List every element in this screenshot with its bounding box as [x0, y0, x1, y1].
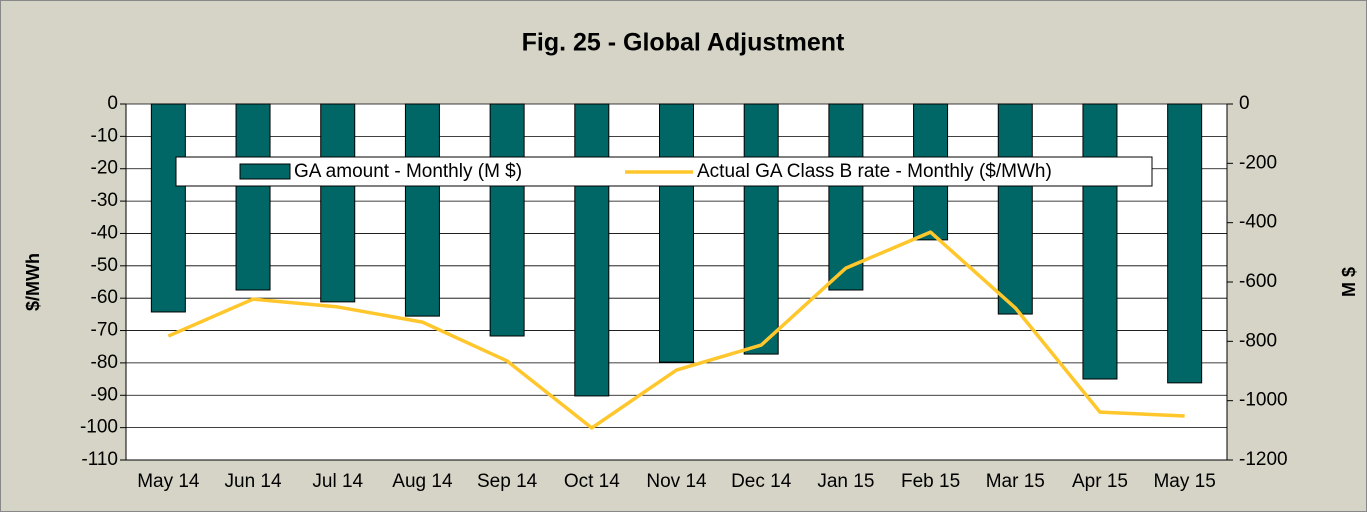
y-axis-label: $/MWh — [23, 253, 43, 311]
y2-tick-label: -1200 — [1239, 449, 1288, 470]
x-tick-label: Aug 14 — [392, 471, 453, 492]
bar — [828, 103, 864, 291]
x-tick-label: May 14 — [137, 471, 200, 492]
x-tick-label: Feb 15 — [901, 471, 960, 492]
legend-label: Actual GA Class B rate - Monthly ($/MWh) — [697, 161, 1052, 182]
y2-tick-label: -400 — [1239, 212, 1277, 233]
x-tick-label: Nov 14 — [646, 471, 707, 492]
y-tick-label: -10 — [91, 125, 118, 146]
bar — [659, 103, 694, 363]
y-tick-label: -70 — [91, 320, 118, 341]
legend-swatch — [239, 163, 291, 180]
bar — [1167, 103, 1203, 384]
y-tick-label: -40 — [91, 222, 118, 243]
bar — [489, 103, 525, 337]
bar — [574, 103, 610, 397]
y2-tick-label: -200 — [1239, 152, 1277, 173]
bar — [404, 103, 440, 317]
x-tick-label: Dec 14 — [731, 471, 792, 492]
x-tick-label: Sep 14 — [477, 471, 538, 492]
y-tick-label: -100 — [80, 417, 118, 438]
y-tick-label: -20 — [91, 158, 118, 179]
x-tick-label: Jun 14 — [225, 471, 282, 492]
x-tick-label: Jul 14 — [312, 471, 363, 492]
y-tick-label: -60 — [91, 287, 118, 308]
y2-axis-label: M $ — [1339, 267, 1359, 297]
x-tick-label: Apr 15 — [1072, 471, 1128, 492]
y-tick-label: -50 — [91, 255, 118, 276]
legend-label: GA amount - Monthly (M $) — [294, 161, 522, 182]
bar — [150, 103, 186, 313]
bar — [997, 103, 1033, 315]
bar — [320, 103, 356, 303]
y2-tick-label: -1000 — [1239, 390, 1288, 411]
y-tick-label: -90 — [91, 384, 118, 405]
x-tick-label: Oct 14 — [564, 471, 620, 492]
x-tick-label: Jan 15 — [817, 471, 874, 492]
y-tick-label: -80 — [91, 352, 118, 373]
x-tick-label: May 15 — [1153, 471, 1215, 492]
bar — [235, 103, 271, 291]
y2-tick-label: -800 — [1239, 330, 1277, 351]
y-tick-label: 0 — [107, 93, 118, 114]
x-tick-label: Mar 15 — [986, 471, 1045, 492]
y2-tick-label: -600 — [1239, 271, 1277, 292]
y2-tick-label: 0 — [1239, 93, 1250, 114]
bar — [1082, 103, 1118, 380]
y-tick-label: -110 — [81, 449, 118, 470]
line — [167, 230, 1185, 430]
chart-title: Fig. 25 - Global Adjustment — [522, 29, 845, 57]
bar — [743, 103, 779, 355]
y-tick-label: -30 — [91, 190, 118, 211]
